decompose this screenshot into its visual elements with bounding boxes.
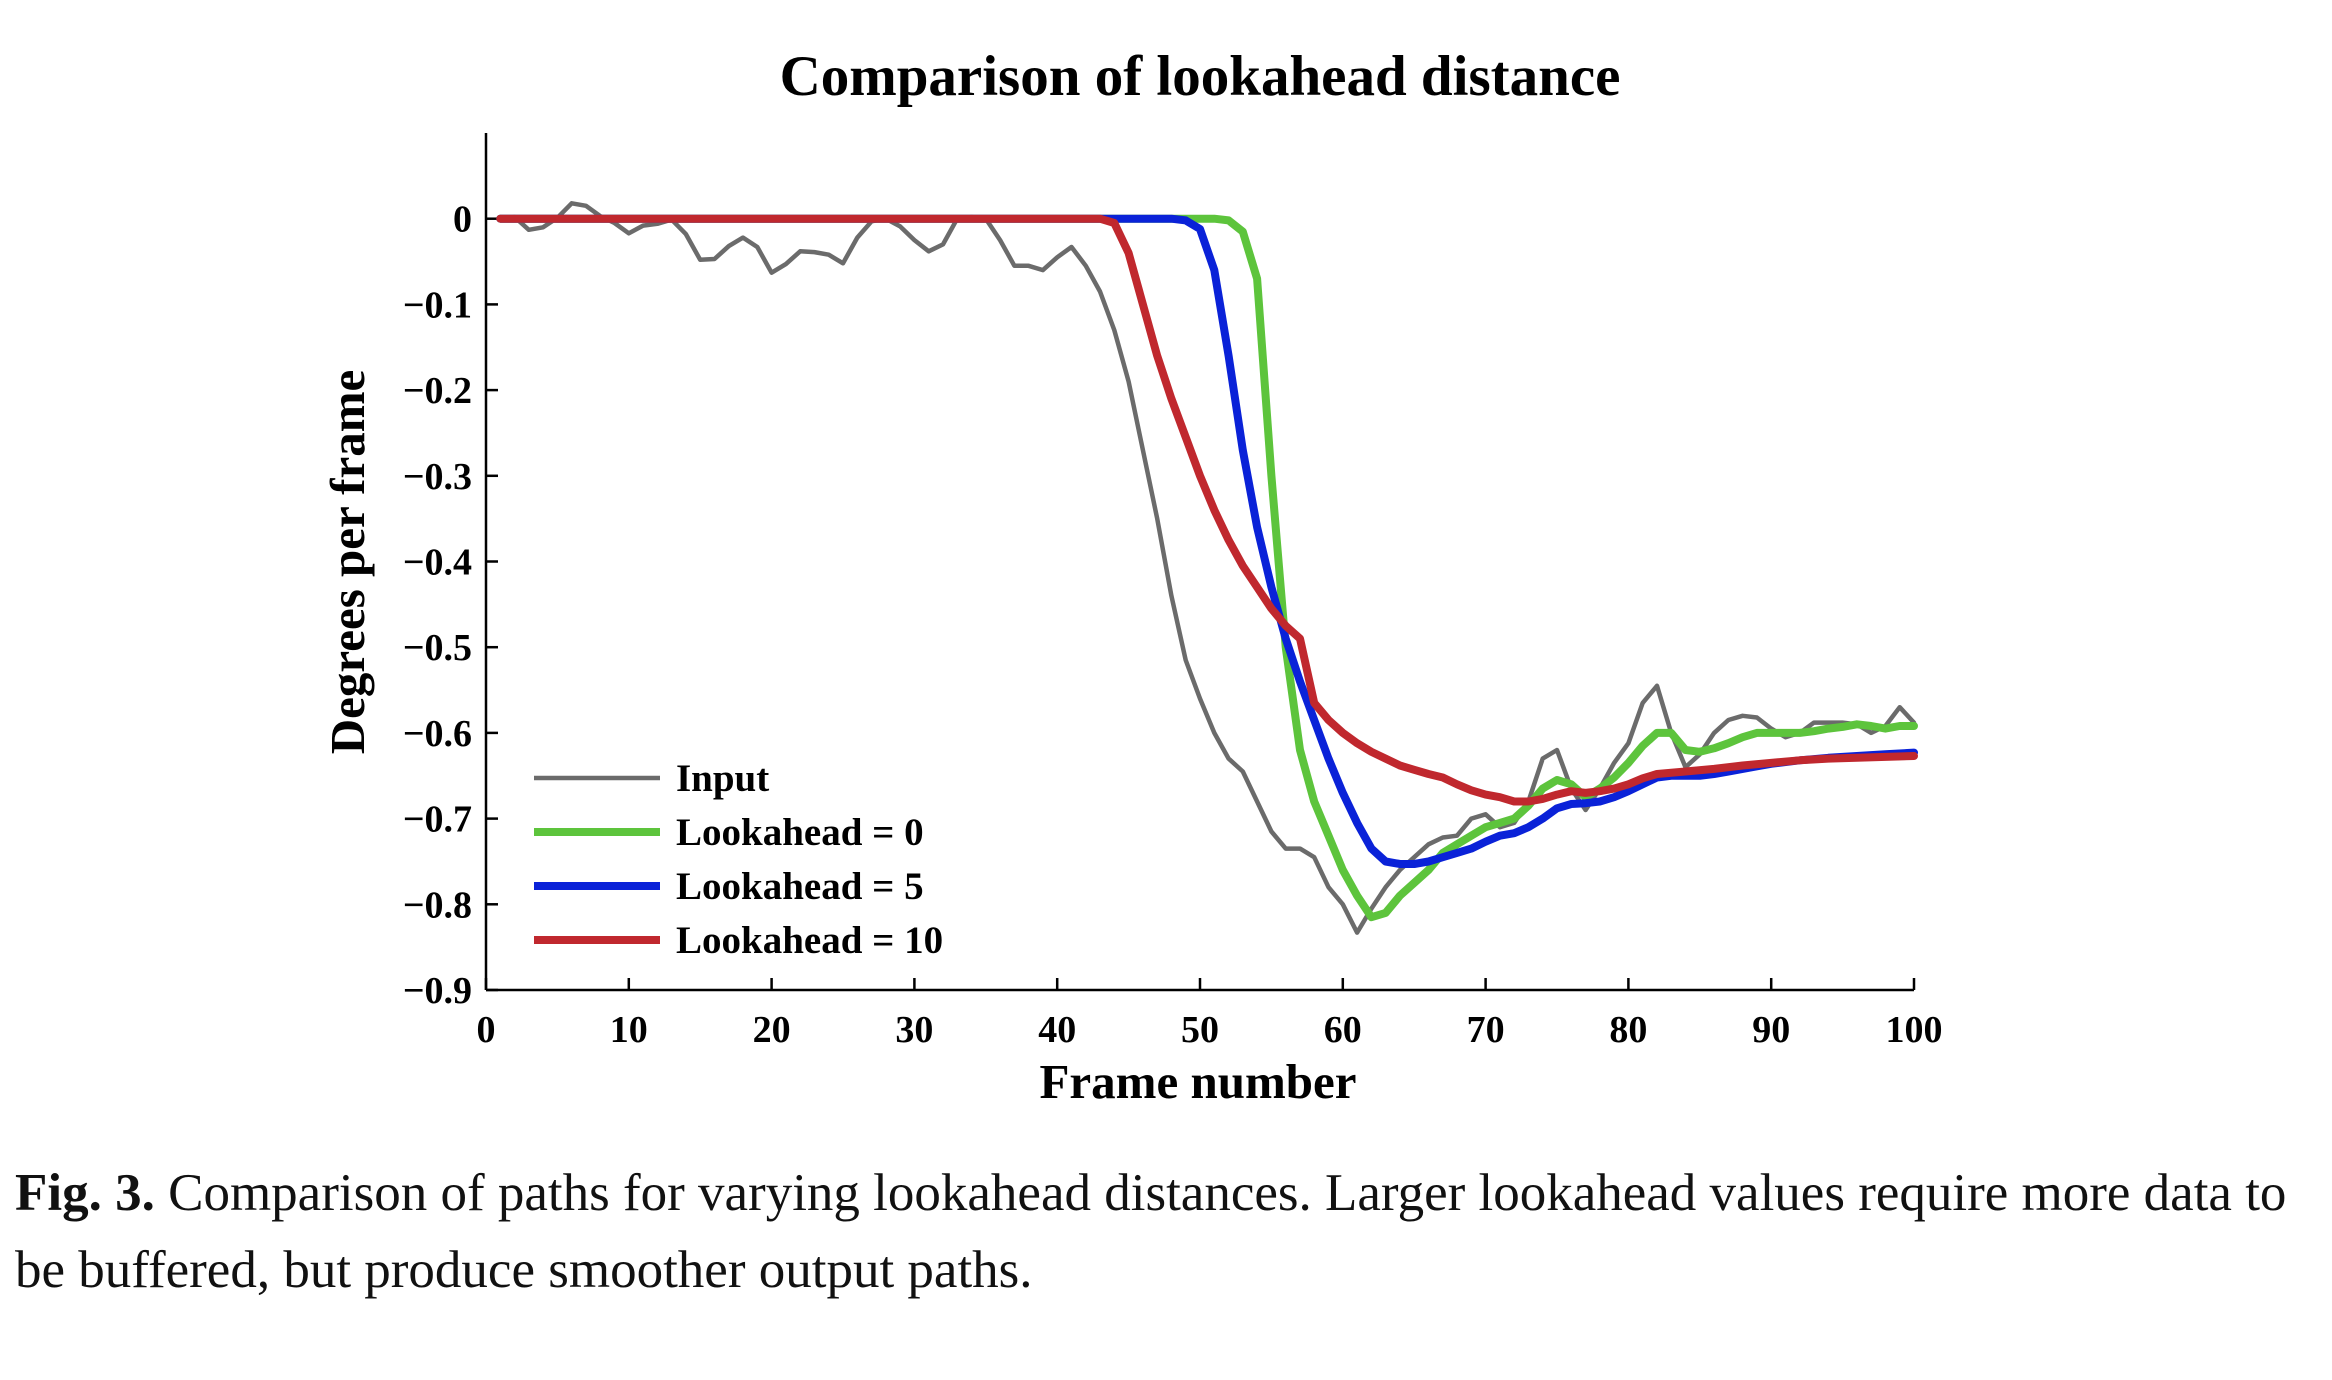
x-tick-label: 70	[1467, 1009, 1505, 1051]
lookahead-chart: Comparison of lookahead distance 0 10 20 30…	[320, 45, 1943, 1109]
y-tick-label: −0.2	[403, 370, 472, 412]
y-tick-label: −0.7	[403, 799, 472, 841]
legend-label: Lookahead = 5	[676, 865, 924, 908]
y-tick-label: −0.8	[403, 884, 472, 926]
chart-axes: 0 10 20 30 40 50 60 70 80 90 100 0 −0.1 −0.2 −0.3 −0.4 −…	[403, 133, 1943, 1051]
y-axis-label: Degrees per frame	[320, 370, 375, 755]
x-tick-label: 30	[895, 1009, 933, 1051]
y-tick-label: −0.5	[403, 627, 472, 669]
caption-text: Comparison of paths for varying lookahea…	[15, 1164, 2287, 1299]
legend: Input Lookahead = 0 Lookahead = 5 Lookahead…	[534, 757, 943, 962]
x-tick-label: 90	[1752, 1009, 1790, 1051]
caption-label: Fig. 3.	[15, 1164, 155, 1222]
series-line-lookahead-0	[496, 214, 1918, 922]
x-tick-label: 50	[1181, 1009, 1219, 1051]
series-line-lookahead-5	[496, 214, 1918, 868]
legend-label: Lookahead = 10	[676, 919, 943, 962]
x-tick-label: 40	[1038, 1009, 1076, 1051]
y-tick-label: 0	[453, 199, 472, 241]
y-tick-label: −0.1	[403, 284, 472, 326]
legend-label: Input	[676, 757, 769, 800]
x-tick-label: 0	[477, 1009, 496, 1051]
y-tick-label: −0.4	[403, 542, 472, 584]
x-tick-label: 60	[1324, 1009, 1362, 1051]
x-tick-label: 80	[1609, 1009, 1647, 1051]
series-line-lookahead-10	[496, 214, 1918, 806]
y-tick-label: −0.9	[403, 970, 472, 1012]
legend-label: Lookahead = 0	[676, 811, 924, 854]
series-line-input	[498, 201, 1917, 935]
series-layer	[496, 201, 1918, 935]
y-tick-label: −0.6	[403, 713, 472, 755]
y-tick-label: −0.3	[403, 456, 472, 498]
x-axis-label: Frame number	[1039, 1054, 1356, 1109]
x-tick-label: 10	[610, 1009, 648, 1051]
x-tick-label: 100	[1886, 1009, 1943, 1051]
figure-caption: Fig. 3. Comparison of paths for varying …	[15, 1155, 2325, 1309]
x-tick-label: 20	[753, 1009, 791, 1051]
chart-title: Comparison of lookahead distance	[780, 45, 1621, 108]
